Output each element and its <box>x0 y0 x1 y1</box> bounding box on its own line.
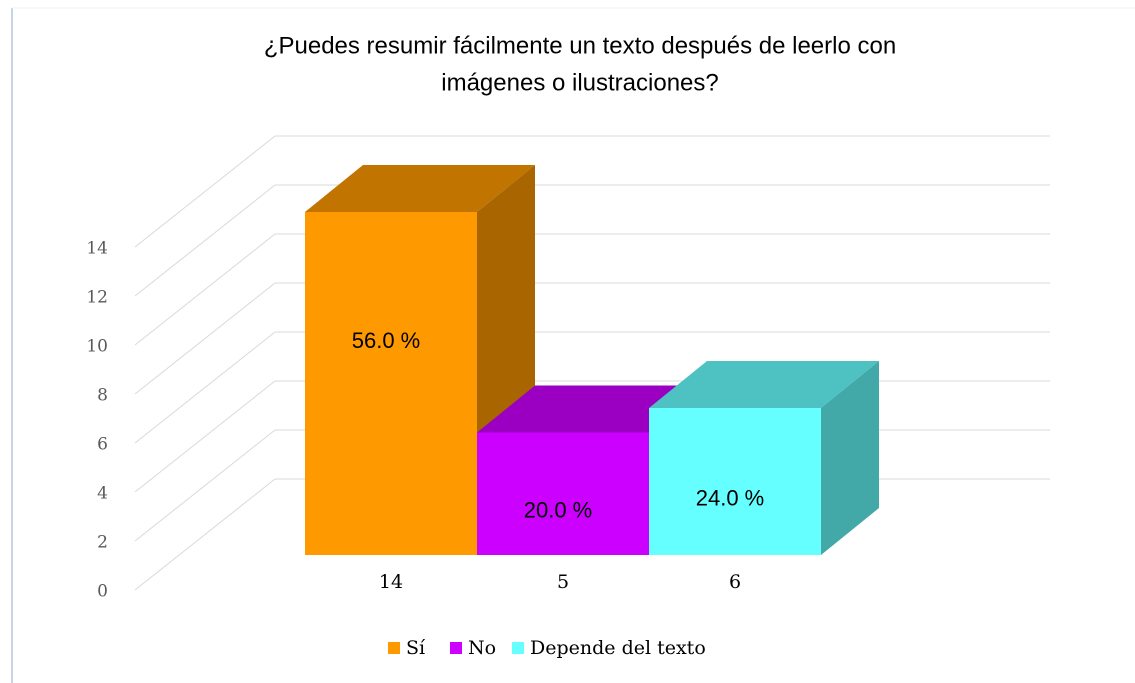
x-tick-label: 5 <box>557 571 569 593</box>
data-label: 56.0 % <box>352 328 421 353</box>
x-tick-label: 14 <box>379 571 403 593</box>
legend-swatch <box>388 642 400 654</box>
y-tick-label: 0 <box>97 582 108 602</box>
y-tick-label: 6 <box>97 435 108 455</box>
grid-line <box>134 429 276 542</box>
y-tick-label: 10 <box>86 337 108 357</box>
legend-label: No <box>468 637 496 659</box>
grid-line <box>134 478 276 591</box>
data-label: 20.0 % <box>524 498 593 523</box>
bar-front <box>649 408 821 555</box>
x-tick-label: 6 <box>729 571 741 593</box>
grid-line <box>134 184 276 297</box>
grid-line <box>134 135 276 248</box>
data-label: 24.0 % <box>696 485 765 510</box>
y-tick-label: 8 <box>97 386 108 406</box>
bar-front <box>477 432 649 555</box>
grid-line <box>134 233 276 346</box>
bar-side <box>821 361 879 555</box>
y-tick-label: 14 <box>86 239 108 259</box>
bar-top <box>649 361 879 408</box>
bar-top <box>305 165 535 212</box>
y-tick-label: 12 <box>86 288 108 308</box>
legend-swatch <box>512 642 524 654</box>
bar-front <box>305 212 477 555</box>
legend-swatch <box>450 642 462 654</box>
grid-line <box>134 331 276 444</box>
grid-line <box>134 282 276 395</box>
chart-title: imágenes o ilustraciones? <box>441 69 719 96</box>
legend-label: Depende del texto <box>530 637 706 659</box>
y-tick-label: 4 <box>97 484 108 504</box>
chart-title: ¿Puedes resumir fácilmente un texto desp… <box>264 32 896 59</box>
grid-line <box>134 380 276 493</box>
y-tick-label: 2 <box>97 533 108 553</box>
legend-label: Sí <box>406 637 426 659</box>
